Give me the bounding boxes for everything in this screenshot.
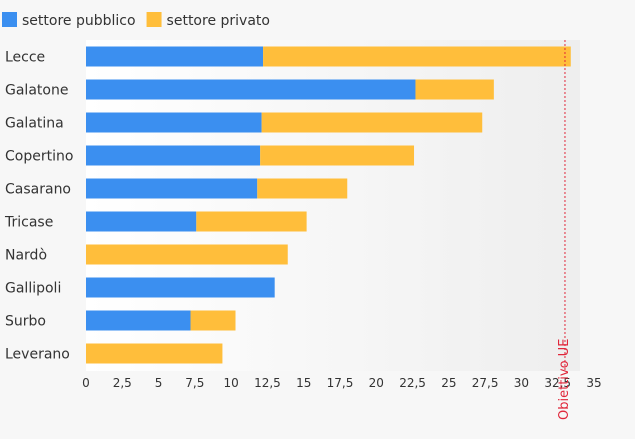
x-tick-label: 0 <box>82 376 90 390</box>
bar-pubblico[interactable] <box>86 112 262 133</box>
x-tick-label: 20 <box>369 376 384 390</box>
bar-pubblico[interactable] <box>86 178 258 199</box>
bars <box>86 46 571 364</box>
reference-line-label: Obiettivo UE <box>557 339 572 420</box>
category-label: Galatone <box>5 83 68 99</box>
x-tick-label: 7,5 <box>185 376 204 390</box>
category-label: Galatina <box>5 116 64 132</box>
category-label: Leverano <box>5 347 70 363</box>
category-label: Nardò <box>5 248 47 264</box>
bar-pubblico[interactable] <box>86 277 275 298</box>
x-axis-ticks: 0 2,5 5 7,5 10 12,5 15 17,5 20 22,5 25 27,5 30 32,5 35 <box>82 376 601 390</box>
category-label: Casarano <box>5 182 71 198</box>
bar-pubblico[interactable] <box>86 145 261 166</box>
legend-swatch-2[interactable] <box>146 12 162 27</box>
category-label: Copertino <box>5 149 73 165</box>
x-tick-label: 2,5 <box>113 376 132 390</box>
bar-privato[interactable] <box>196 211 307 232</box>
reference-line-group: Obiettivo UE <box>557 40 572 420</box>
bar-pubblico[interactable] <box>86 79 416 100</box>
bar-privato[interactable] <box>190 310 236 331</box>
category-labels: Lecce Galatone Galatina Copertino Casarano Tr… <box>4 50 73 363</box>
category-label: Surbo <box>5 314 46 330</box>
x-tick-label: 25 <box>441 376 456 390</box>
category-label: Tricase <box>4 215 53 231</box>
x-tick-label: 17,5 <box>327 376 354 390</box>
bar-pubblico[interactable] <box>86 211 197 232</box>
x-tick-label: 30 <box>514 376 529 390</box>
category-label: Lecce <box>5 50 45 66</box>
bar-privato[interactable] <box>257 178 348 199</box>
legend-swatch-1[interactable] <box>2 12 17 27</box>
bar-pubblico[interactable] <box>86 310 191 331</box>
bar-privato[interactable] <box>261 112 483 133</box>
bar-privato[interactable] <box>86 244 288 265</box>
legend-label-2[interactable]: settore privato <box>167 13 270 29</box>
bar-privato[interactable] <box>86 343 223 364</box>
x-tick-label: 15 <box>296 376 311 390</box>
x-tick-label: 10 <box>224 376 239 390</box>
bar-privato[interactable] <box>260 145 415 166</box>
bar-pubblico[interactable] <box>86 46 264 67</box>
legend-label-1[interactable]: settore pubblico <box>22 13 136 29</box>
x-tick-label: 27,5 <box>472 376 499 390</box>
x-tick-label: 35 <box>586 376 601 390</box>
legend[interactable]: settore pubblico settore privato <box>2 12 270 29</box>
x-tick-label: 32,5 <box>544 376 571 390</box>
bar-privato[interactable] <box>263 46 571 67</box>
bar-privato[interactable] <box>415 79 494 100</box>
x-tick-label: 5 <box>155 376 163 390</box>
x-tick-label: 22,5 <box>399 376 426 390</box>
category-label: Gallipoli <box>5 281 61 297</box>
x-tick-label: 12,5 <box>254 376 281 390</box>
